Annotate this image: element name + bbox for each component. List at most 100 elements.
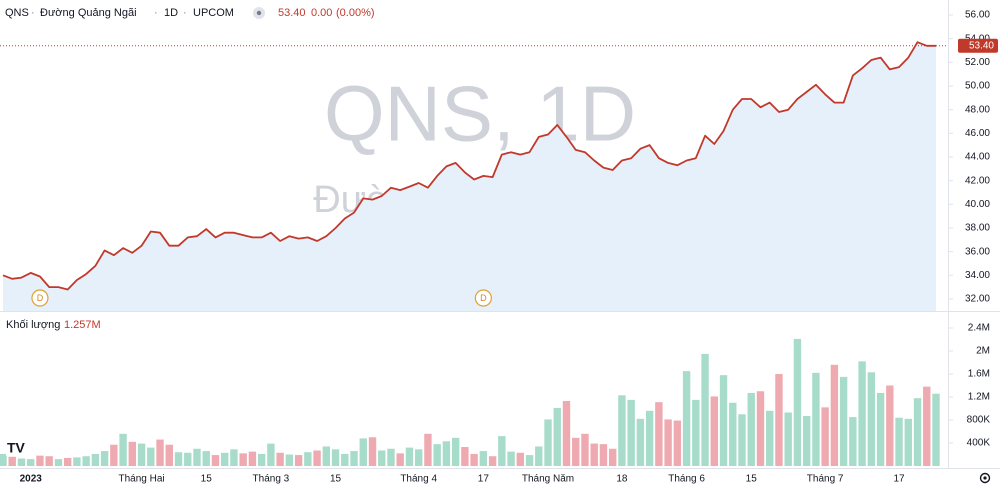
volume-bar <box>91 453 100 466</box>
volume-bar <box>627 399 635 466</box>
volume-bar <box>544 419 552 466</box>
volume-bar <box>636 418 645 466</box>
volume-bar <box>516 452 525 466</box>
volume-bar <box>710 396 718 466</box>
volume-bar <box>341 453 349 466</box>
volume-bar <box>424 433 432 466</box>
volume-bar <box>17 458 26 466</box>
volume-bar <box>451 437 460 466</box>
y-tick-label: 2.4M <box>968 323 990 334</box>
volume-bar <box>775 373 783 466</box>
volume-bar <box>867 372 876 466</box>
tradingview-logo[interactable]: TV <box>6 440 28 456</box>
dividend-circle <box>474 289 492 307</box>
volume-bar <box>0 453 7 466</box>
volume-bar <box>664 419 672 466</box>
volume-bar <box>211 455 220 466</box>
volume-bar <box>673 420 682 466</box>
y-tick-label: 50.00 <box>965 81 990 92</box>
volume-bar <box>137 443 146 466</box>
last-price-tag-label: 53.40 <box>969 40 994 51</box>
volume-bar <box>82 456 90 466</box>
volume-bar <box>119 433 127 466</box>
y-tick-label: 42.00 <box>965 175 990 186</box>
volume-bar <box>156 439 164 466</box>
last-price-tag <box>958 38 998 53</box>
volume-bar <box>387 448 395 466</box>
volume-bar <box>405 447 414 466</box>
volume-bar <box>470 453 478 466</box>
volume-bar <box>54 459 63 466</box>
volume-bar <box>572 437 580 466</box>
volume-bar <box>36 455 44 466</box>
y-tick-label: 36.00 <box>965 246 990 257</box>
y-tick-label: 1.2M <box>968 392 990 403</box>
volume-bar <box>599 444 608 466</box>
volume-bar <box>110 444 118 466</box>
volume-bar <box>507 451 515 466</box>
volume-bar <box>849 417 857 466</box>
interval[interactable]: 1D <box>164 7 178 19</box>
x-tick-label: 17 <box>478 474 490 485</box>
volume-bar <box>128 441 137 466</box>
volume-bar <box>257 453 266 466</box>
volume-bar <box>433 444 441 466</box>
x-tick-label: 2023 <box>20 474 43 485</box>
volume-bar <box>202 451 210 466</box>
volume-bar <box>886 385 894 466</box>
volume-bar <box>581 433 589 466</box>
x-tick-label: 17 <box>893 474 905 485</box>
volume-last: 1.257M <box>64 319 101 331</box>
visibility-toggle[interactable] <box>253 7 265 19</box>
volume-bar <box>350 451 358 466</box>
volume-bar <box>8 456 16 466</box>
volume-bar <box>359 438 367 466</box>
volume-bar <box>230 449 238 466</box>
y-tick-label: 34.00 <box>965 270 990 281</box>
dividend-circle <box>31 289 49 307</box>
volume-bar <box>756 391 765 466</box>
dividend-marker[interactable]: D <box>31 289 49 307</box>
y-tick-label: 32.00 <box>965 294 990 305</box>
price-line <box>2 41 936 291</box>
volume-title: Khối lượng <box>6 319 60 331</box>
volume-bar <box>331 449 340 466</box>
volume-bar <box>858 361 866 466</box>
volume-bar <box>618 395 626 466</box>
volume-bar <box>27 459 35 466</box>
dividend-marker[interactable]: D <box>474 289 492 307</box>
volume-bar <box>682 371 691 466</box>
separator: · <box>154 7 158 19</box>
volume-bar <box>590 443 598 466</box>
y-tick-label: 40.00 <box>965 199 990 210</box>
volume-bar <box>267 443 275 466</box>
symbol[interactable]: QNS <box>5 7 29 19</box>
volume-bar <box>645 410 654 466</box>
volume-bar <box>812 372 820 466</box>
volume-bar <box>294 455 303 466</box>
volume-bar <box>655 402 663 466</box>
volume-bar <box>701 353 709 466</box>
x-tick-label: 15 <box>746 474 758 485</box>
volume-bar <box>248 451 257 466</box>
y-tick-label: 800K <box>967 415 991 426</box>
dividend-label: D <box>37 293 44 303</box>
dividend-label: D <box>480 293 487 303</box>
volume-bar <box>414 449 423 466</box>
volume-bar <box>100 451 109 466</box>
settings-button[interactable] <box>979 472 991 484</box>
x-tick-label: Tháng 4 <box>400 474 437 485</box>
volume-bar <box>276 452 284 466</box>
volume-bar <box>313 450 321 466</box>
volume-bar <box>63 457 72 466</box>
volume-bar <box>766 410 774 466</box>
x-tick-label: Tháng 7 <box>807 474 844 485</box>
volume-bar <box>802 415 811 466</box>
change: 0.00 <box>311 7 332 19</box>
volume-bar <box>821 407 829 466</box>
x-tick-label: Tháng 6 <box>668 474 705 485</box>
y-tick-label: 48.00 <box>965 104 990 115</box>
